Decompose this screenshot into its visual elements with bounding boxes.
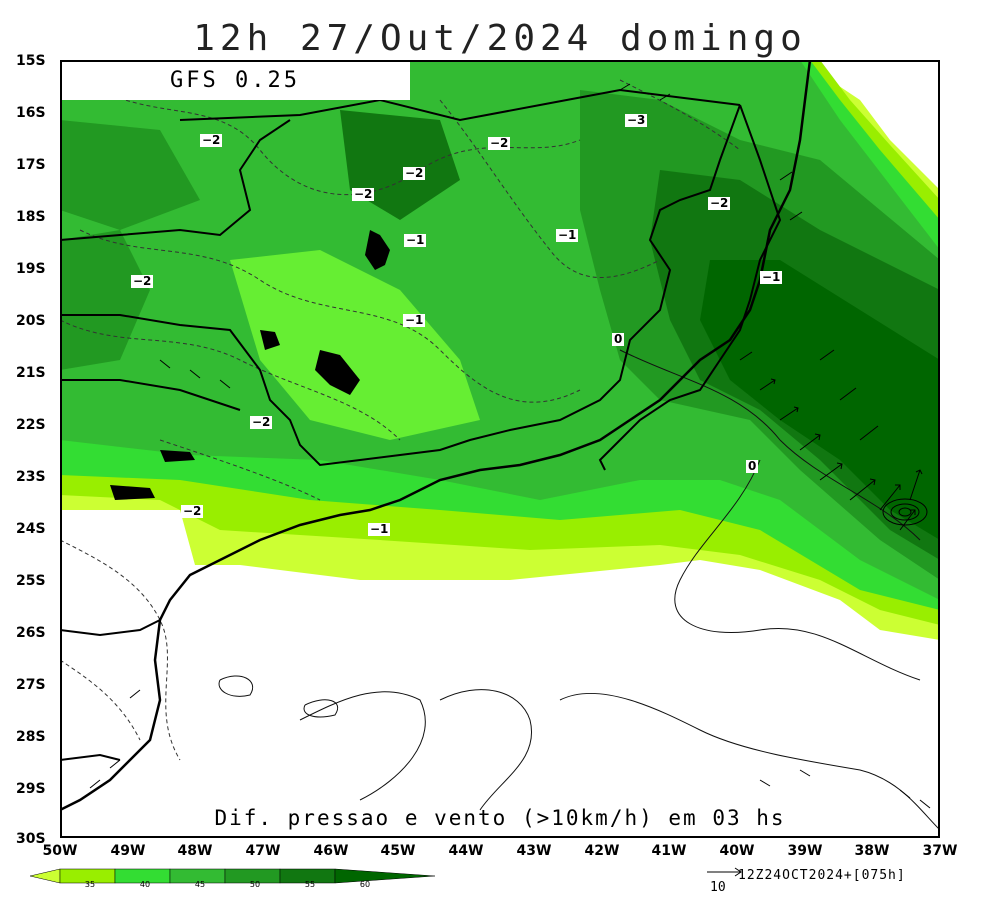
colorbar-segment	[334, 868, 436, 884]
lon-label: 50W	[42, 843, 78, 859]
shade-55b	[60, 230, 150, 370]
reservoirs	[110, 230, 390, 500]
coastline	[60, 60, 812, 812]
lat-label: 18S	[16, 209, 46, 225]
lat-label: 24S	[16, 521, 46, 537]
contour-label: 0	[746, 459, 759, 473]
colorbar	[30, 868, 436, 884]
lon-label: 37W	[922, 843, 958, 859]
map-title: 12h 27/Out/2024 domingo	[193, 18, 807, 59]
colorbar-label: 45	[194, 880, 206, 889]
lon-label: 43W	[516, 843, 552, 859]
lon-label: 49W	[110, 843, 146, 859]
contour-label: −1	[760, 270, 783, 284]
map-subtitle: Dif. pressao e vento (>10km/h) em 03 hs	[214, 806, 786, 830]
map-canvas	[60, 60, 940, 831]
lat-label: 29S	[16, 781, 46, 797]
contour-label: −2	[708, 196, 731, 210]
contour-label: −2	[250, 415, 273, 429]
shade-light-green	[230, 250, 480, 440]
lon-label: 47W	[245, 843, 281, 859]
lat-label: 15S	[16, 53, 46, 69]
lat-label: 25S	[16, 573, 46, 589]
lon-label: 40W	[719, 843, 755, 859]
contour-label: −2	[200, 133, 223, 147]
contour-label: −1	[403, 313, 426, 327]
lat-label: 27S	[16, 677, 46, 693]
lon-label: 41W	[651, 843, 687, 859]
run-info: 12Z24OCT2024+[075h]	[738, 868, 906, 883]
wind-arrows	[89, 83, 931, 809]
lat-label: 22S	[16, 417, 46, 433]
contour-label: −3	[625, 113, 648, 127]
contour-label: −2	[488, 136, 511, 150]
contour-label: −2	[181, 504, 204, 518]
colorbar-label: 55	[304, 880, 316, 889]
lat-label: 26S	[16, 625, 46, 641]
contour-label: −2	[352, 187, 375, 201]
lon-label: 39W	[787, 843, 823, 859]
lat-label: 16S	[16, 105, 46, 121]
state-boundaries	[60, 88, 782, 761]
model-label: GFS 0.25	[170, 68, 300, 93]
reference-vector-arrow	[707, 867, 742, 877]
lon-label: 48W	[177, 843, 213, 859]
lon-label: 42W	[584, 843, 620, 859]
lat-label: 20S	[16, 313, 46, 329]
lon-label: 46W	[313, 843, 349, 859]
colorbar-label: 35	[84, 880, 96, 889]
reference-vector-label: 10	[710, 880, 726, 895]
contour-label: −1	[556, 228, 579, 242]
lon-label: 44W	[448, 843, 484, 859]
lat-label: 19S	[16, 261, 46, 277]
contour-label: −2	[403, 166, 426, 180]
lat-label: 28S	[16, 729, 46, 745]
low-pressure-center	[882, 498, 928, 526]
lat-label: 21S	[16, 365, 46, 381]
lat-label: 23S	[16, 469, 46, 485]
contour-label: −1	[404, 233, 427, 247]
colorbar-label: 40	[139, 880, 151, 889]
lon-label: 45W	[380, 843, 416, 859]
contour-label: −2	[131, 274, 154, 288]
colorbar-label: 50	[249, 880, 261, 889]
colorbar-segment	[30, 868, 61, 884]
contour-label: −1	[368, 522, 391, 536]
contour-label: 0	[612, 332, 625, 346]
lat-label: 17S	[16, 157, 46, 173]
shade-65	[700, 260, 940, 540]
lon-label: 38W	[854, 843, 890, 859]
shade-dark-spot2	[60, 120, 200, 230]
map-area	[60, 60, 940, 838]
colorbar-label: 60	[359, 880, 371, 889]
lat-label: 30S	[16, 831, 46, 847]
model-label-box	[60, 62, 410, 100]
